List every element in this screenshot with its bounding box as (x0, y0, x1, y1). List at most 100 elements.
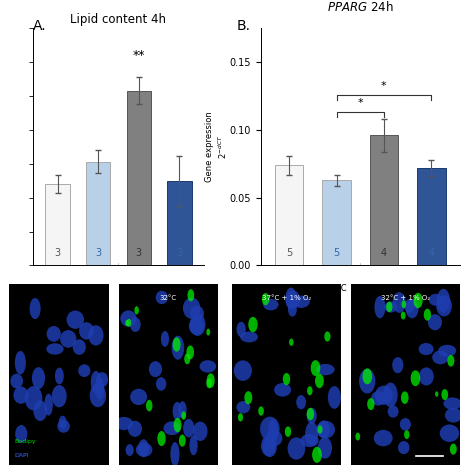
Ellipse shape (183, 419, 194, 438)
Text: 37°C: 37°C (128, 284, 149, 293)
Ellipse shape (443, 397, 462, 410)
Ellipse shape (95, 377, 104, 400)
Text: $\it{PPARG}$ 24h: $\it{PPARG}$ 24h (327, 0, 393, 14)
Text: 3: 3 (55, 248, 61, 258)
Ellipse shape (263, 299, 278, 310)
Circle shape (127, 319, 131, 327)
Ellipse shape (156, 377, 166, 391)
Text: 37°C + 1% O₂: 37°C + 1% O₂ (262, 295, 311, 301)
Ellipse shape (288, 438, 305, 460)
Ellipse shape (384, 301, 397, 312)
Ellipse shape (305, 422, 318, 446)
Text: 37°C: 37°C (47, 284, 68, 293)
Ellipse shape (240, 331, 258, 342)
Ellipse shape (374, 430, 392, 447)
Circle shape (125, 320, 129, 326)
Ellipse shape (120, 310, 137, 327)
Ellipse shape (237, 322, 246, 337)
Circle shape (238, 413, 243, 421)
Circle shape (207, 374, 215, 388)
Text: 3: 3 (95, 248, 101, 258)
Circle shape (206, 328, 210, 336)
Text: 5: 5 (286, 248, 292, 258)
Ellipse shape (115, 417, 133, 430)
Ellipse shape (164, 421, 181, 435)
Ellipse shape (432, 351, 448, 365)
Text: DAPI: DAPI (14, 453, 29, 458)
Bar (322, 180, 351, 265)
Ellipse shape (359, 369, 375, 393)
Circle shape (186, 346, 194, 359)
Circle shape (318, 425, 322, 434)
Ellipse shape (15, 351, 26, 374)
Ellipse shape (59, 416, 67, 429)
Circle shape (289, 338, 293, 346)
Text: 32°C: 32°C (88, 284, 109, 293)
Ellipse shape (316, 364, 335, 375)
Text: *: * (357, 98, 363, 109)
Ellipse shape (33, 401, 47, 421)
Text: **: ** (133, 49, 145, 62)
Ellipse shape (155, 291, 168, 304)
Ellipse shape (190, 306, 204, 321)
Circle shape (413, 293, 423, 308)
Ellipse shape (392, 292, 406, 313)
Circle shape (435, 392, 438, 397)
Ellipse shape (392, 357, 403, 373)
Ellipse shape (285, 291, 300, 309)
Circle shape (367, 398, 374, 410)
Text: 1% O₂: 24h: 1% O₂: 24h (384, 310, 431, 319)
Ellipse shape (183, 297, 201, 319)
Bar (86, 162, 110, 265)
Bar (275, 165, 303, 265)
Ellipse shape (130, 389, 147, 405)
Circle shape (441, 389, 448, 400)
Circle shape (307, 408, 314, 420)
Text: Bodipy: Bodipy (14, 439, 36, 444)
Circle shape (157, 431, 166, 446)
Ellipse shape (404, 299, 414, 313)
Ellipse shape (428, 314, 442, 330)
Ellipse shape (91, 371, 101, 393)
Circle shape (401, 311, 406, 319)
Text: 4: 4 (428, 248, 434, 258)
Circle shape (401, 301, 406, 308)
Ellipse shape (406, 299, 419, 319)
Ellipse shape (57, 420, 70, 433)
Ellipse shape (45, 393, 53, 416)
Ellipse shape (307, 408, 317, 424)
Ellipse shape (234, 360, 252, 381)
Circle shape (386, 301, 392, 312)
Circle shape (424, 309, 431, 320)
Circle shape (179, 435, 186, 447)
Circle shape (363, 368, 372, 384)
Ellipse shape (398, 441, 410, 454)
Ellipse shape (419, 367, 434, 385)
Circle shape (404, 430, 410, 439)
Ellipse shape (78, 365, 91, 377)
Text: Gene expression
$2^{-dCT}$: Gene expression $2^{-dCT}$ (205, 111, 228, 182)
Ellipse shape (66, 310, 84, 329)
Text: 21% O₂: 24h: 21% O₂: 24h (287, 310, 339, 319)
Text: 21% O₂: 4h: 21% O₂: 4h (55, 310, 101, 319)
Ellipse shape (88, 325, 104, 346)
Ellipse shape (328, 386, 341, 409)
Ellipse shape (32, 367, 45, 389)
Ellipse shape (266, 430, 283, 446)
Ellipse shape (383, 383, 398, 407)
Circle shape (173, 418, 182, 432)
Ellipse shape (25, 386, 42, 410)
Circle shape (310, 360, 320, 376)
Ellipse shape (445, 408, 462, 422)
Text: 5: 5 (333, 248, 340, 258)
Ellipse shape (316, 421, 335, 438)
Ellipse shape (261, 436, 275, 456)
Ellipse shape (440, 424, 459, 442)
Ellipse shape (172, 336, 184, 360)
Ellipse shape (149, 361, 162, 377)
Text: A.: A. (33, 19, 47, 33)
Ellipse shape (161, 331, 169, 347)
Ellipse shape (96, 372, 108, 387)
Circle shape (245, 391, 252, 404)
Ellipse shape (388, 405, 399, 418)
